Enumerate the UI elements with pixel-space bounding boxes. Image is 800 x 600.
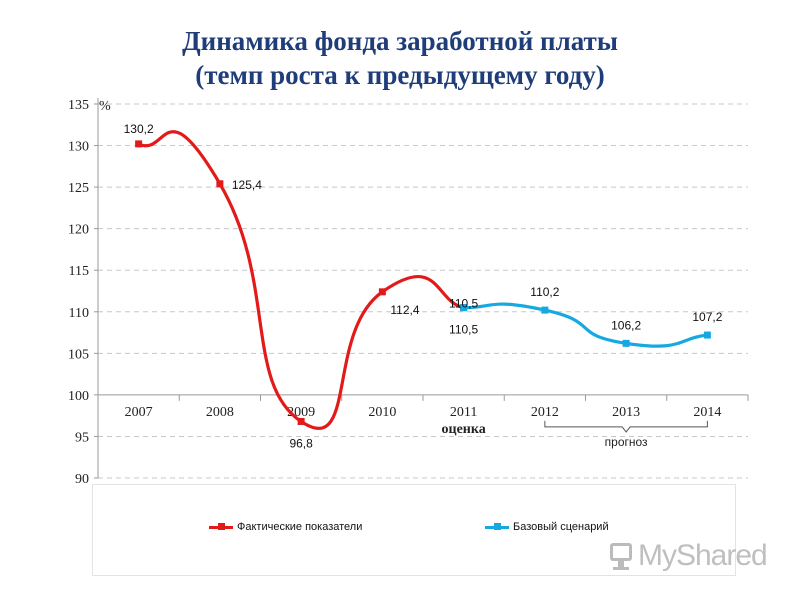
- y-tick-label-100: 100: [68, 389, 89, 404]
- data-point-1-2011: [460, 304, 468, 312]
- monitor-icon: [608, 541, 634, 571]
- y-tick-label-125: 125: [68, 181, 89, 196]
- y-tick-label-110: 110: [69, 306, 89, 321]
- legend-swatch-actual: [209, 522, 233, 532]
- data-point-0-2008: [216, 180, 224, 188]
- y-tick-label-95: 95: [75, 430, 89, 445]
- y-tick-label-120: 120: [68, 223, 89, 238]
- data-label-0-2011: 110,5: [449, 297, 478, 311]
- data-label-1-2012: 110,2: [530, 285, 559, 299]
- y-axis-unit: %: [99, 99, 111, 114]
- y-tick-label-115: 115: [69, 264, 89, 279]
- x-tick-label-2012: 2012: [531, 405, 559, 420]
- data-label-0-2007: 130,2: [124, 122, 154, 136]
- legend-item-base: Базовый сценарий: [485, 521, 609, 533]
- chart-title-line-1: Динамика фонда заработной платы: [182, 26, 618, 56]
- legend-label-base: Базовый сценарий: [513, 521, 609, 533]
- x-sublabel-2011: оценка: [442, 422, 486, 437]
- watermark: MyShared: [608, 536, 768, 576]
- x-tick-label-2013: 2013: [612, 405, 640, 420]
- x-tick-label-2008: 2008: [206, 405, 234, 420]
- data-label-1-2014: 107,2: [692, 310, 722, 324]
- x-tick-label-2007: 2007: [125, 405, 153, 420]
- data-label-1-2013: 106,2: [611, 318, 641, 332]
- annotation-bracket-0: [544, 420, 708, 433]
- y-tick-label-135: 135: [68, 98, 89, 113]
- data-label-0-2011: 110,5: [449, 323, 478, 337]
- y-tick-label-130: 130: [68, 140, 89, 155]
- data-label-0-2008: 125,4: [232, 178, 262, 192]
- data-point-0-2007: [135, 140, 143, 148]
- legend-swatch-base: [485, 522, 509, 532]
- x-tick-label-2010: 2010: [368, 405, 396, 420]
- chart-title: Динамика фонда заработной платы (темп ро…: [0, 24, 800, 92]
- series-line-1: [463, 302, 708, 348]
- x-tick-label-2011: 2011: [450, 405, 477, 420]
- legend-label-actual: Фактические показатели: [237, 521, 363, 533]
- y-tick-label-105: 105: [68, 347, 89, 362]
- chart-title-line-2: (темп роста к предыдущему году): [195, 60, 605, 90]
- series-line-0: [137, 130, 465, 430]
- y-tick-label-90: 90: [75, 472, 89, 487]
- x-tick-label-2014: 2014: [693, 405, 721, 420]
- annotation-text-0: прогноз: [605, 435, 648, 449]
- legend-item-actual: Фактические показатели: [209, 521, 362, 533]
- data-point-1-2013: [622, 339, 630, 347]
- data-point-1-2012: [541, 306, 549, 314]
- data-label-0-2010: 112,4: [390, 303, 419, 317]
- watermark-text: MyShared: [638, 539, 768, 572]
- data-point-0-2009: [297, 417, 305, 425]
- data-label-0-2009: 96,8: [289, 436, 313, 450]
- data-point-0-2010: [378, 288, 386, 296]
- data-point-1-2014: [703, 331, 711, 339]
